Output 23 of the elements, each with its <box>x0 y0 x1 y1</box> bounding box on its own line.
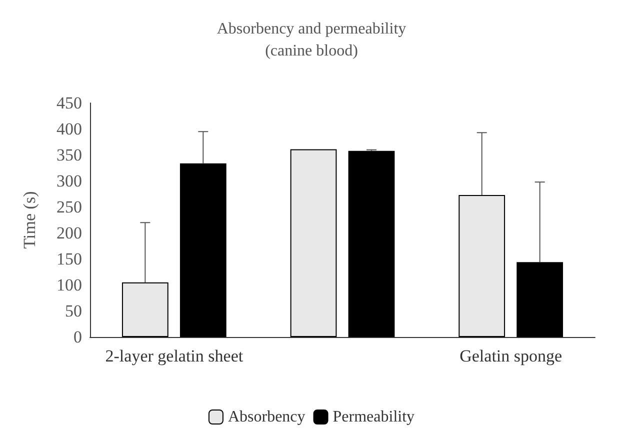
y-tick-label: 150 <box>56 250 82 268</box>
y-tick-label: 0 <box>74 328 82 346</box>
y-axis-title: Time (s) <box>20 191 39 249</box>
bar <box>290 149 337 337</box>
chart-title: Absorbency and permeability <box>216 20 406 38</box>
bar <box>458 195 506 337</box>
x-tick-label: Gelatin sponge <box>460 346 562 366</box>
y-tick-label: 200 <box>56 224 82 242</box>
y-tick-label: 350 <box>56 146 82 164</box>
bar <box>348 150 395 337</box>
x-tick-label: 2-layer gelatin sheet <box>105 346 244 366</box>
y-tick-label: 400 <box>56 120 82 138</box>
chart-subtitle: (canine blood) <box>265 42 358 60</box>
bar <box>122 282 168 337</box>
y-tick-label: 450 <box>56 94 82 112</box>
y-tick-label: 300 <box>56 172 82 190</box>
y-tick-label: 50 <box>65 302 82 320</box>
bar <box>180 163 226 337</box>
y-tick-label: 100 <box>56 276 82 294</box>
bar <box>516 262 564 337</box>
legend-label: Permeability <box>332 408 415 426</box>
y-tick-label: 250 <box>56 198 82 216</box>
legend-label: Absorbency <box>228 408 306 426</box>
